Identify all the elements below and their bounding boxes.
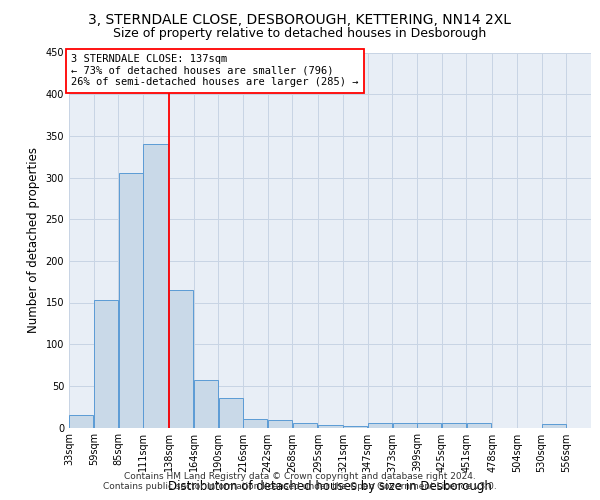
Bar bbox=[94, 300, 118, 428]
Bar bbox=[319, 425, 343, 428]
Bar bbox=[392, 424, 417, 428]
Bar bbox=[467, 424, 491, 428]
Y-axis label: Number of detached properties: Number of detached properties bbox=[27, 147, 40, 333]
Bar bbox=[542, 424, 566, 428]
Text: Size of property relative to detached houses in Desborough: Size of property relative to detached ho… bbox=[113, 28, 487, 40]
Bar bbox=[343, 426, 367, 428]
Bar bbox=[69, 415, 94, 428]
Bar bbox=[368, 424, 392, 428]
Bar bbox=[293, 422, 317, 428]
Bar bbox=[169, 290, 193, 428]
Bar bbox=[194, 380, 218, 428]
Bar bbox=[218, 398, 243, 428]
Bar bbox=[268, 420, 292, 428]
Bar bbox=[417, 424, 442, 428]
Text: 3 STERNDALE CLOSE: 137sqm
← 73% of detached houses are smaller (796)
26% of semi: 3 STERNDALE CLOSE: 137sqm ← 73% of detac… bbox=[71, 54, 358, 88]
X-axis label: Distribution of detached houses by size in Desborough: Distribution of detached houses by size … bbox=[168, 480, 492, 493]
Text: Contains HM Land Registry data © Crown copyright and database right 2024.: Contains HM Land Registry data © Crown c… bbox=[124, 472, 476, 481]
Text: 3, STERNDALE CLOSE, DESBOROUGH, KETTERING, NN14 2XL: 3, STERNDALE CLOSE, DESBOROUGH, KETTERIN… bbox=[89, 12, 511, 26]
Bar bbox=[119, 174, 143, 428]
Bar bbox=[243, 419, 268, 428]
Bar bbox=[143, 144, 167, 428]
Bar bbox=[442, 424, 466, 428]
Text: Contains public sector information licensed under the Open Government Licence v3: Contains public sector information licen… bbox=[103, 482, 497, 491]
